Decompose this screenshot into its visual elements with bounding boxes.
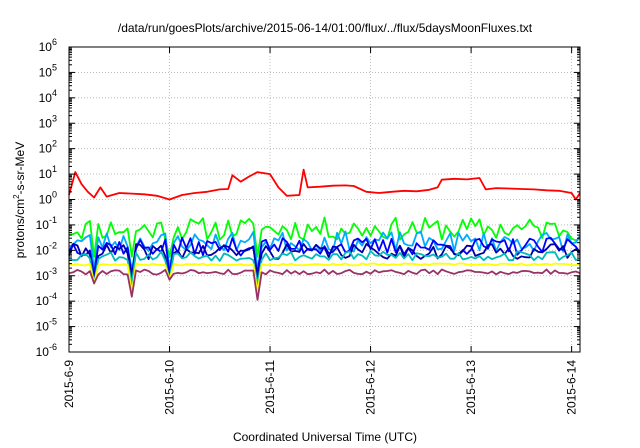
series-group — [68, 168, 581, 301]
y-tick-label: 10-4 — [36, 291, 57, 308]
grid — [69, 47, 580, 352]
y-tick-label: 105 — [39, 62, 57, 79]
y-tick-label: 10-5 — [36, 317, 57, 334]
series-line-0 — [68, 168, 581, 201]
y-axis-label: protons/cm2-s-sr-MeV — [12, 142, 27, 258]
x-axis-label: Coordinated Universal Time (UTC) — [233, 430, 417, 444]
series-line-4 — [68, 243, 581, 281]
x-tick-label: 2015-6-12 — [364, 360, 378, 415]
x-tick-label: 2015-6-9 — [62, 360, 76, 408]
y-tick-label: 10-3 — [36, 266, 57, 283]
x-tick-label: 2015-6-13 — [464, 360, 478, 415]
series-line-2 — [68, 230, 581, 271]
series-line-3 — [68, 236, 581, 276]
series-line-6 — [68, 262, 581, 294]
y-tick-label: 102 — [39, 139, 57, 156]
y-tick-label: 101 — [39, 164, 57, 181]
chart-title: /data/run/goesPlots/archive/2015-06-14/0… — [118, 21, 533, 35]
y-tick-label: 106 — [39, 37, 57, 54]
x-tick-label: 2015-6-11 — [263, 360, 277, 414]
series-line-5 — [68, 250, 581, 285]
y-tick-label: 10-6 — [36, 342, 57, 359]
series-line-7 — [68, 268, 581, 301]
series-line-1 — [68, 216, 581, 258]
y-tick-label: 10-2 — [36, 240, 57, 257]
y-tick-label: 100 — [39, 190, 57, 207]
x-tick-label: 2015-6-14 — [565, 360, 579, 415]
y-tick-label: 104 — [39, 88, 57, 105]
y-tick-label: 103 — [39, 113, 57, 130]
y-tick-label: 10-1 — [36, 215, 57, 232]
axes: 10-6 10-5 10-4 10-3 10-2 10-1 100 101 102 103 104 1… — [36, 37, 580, 415]
x-tick-label: 2015-6-10 — [163, 360, 177, 415]
